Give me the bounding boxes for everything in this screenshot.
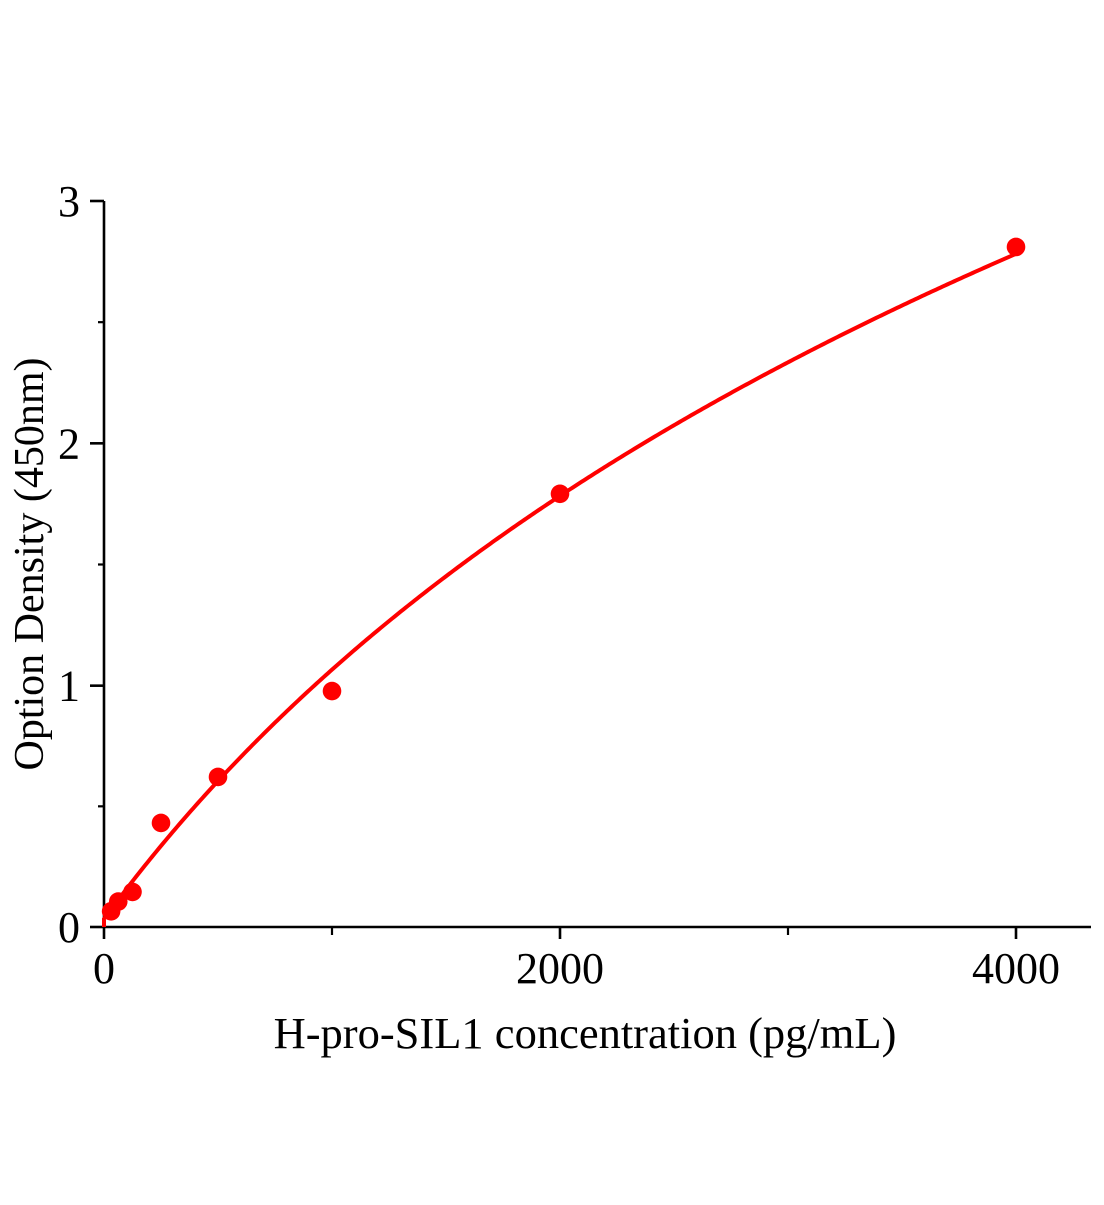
svg-text:2000: 2000: [516, 944, 604, 993]
svg-text:0: 0: [58, 903, 80, 952]
svg-text:2: 2: [58, 419, 80, 468]
svg-text:1: 1: [58, 662, 80, 711]
svg-text:3: 3: [58, 177, 80, 226]
svg-text:4000: 4000: [972, 944, 1060, 993]
svg-text:Option Density (450nm): Option Density (450nm): [7, 358, 53, 771]
svg-text:H-pro-SIL1 concentration (pg/: H-pro-SIL1 concentration (pg/mL): [274, 1008, 897, 1058]
svg-text:0: 0: [93, 944, 115, 993]
